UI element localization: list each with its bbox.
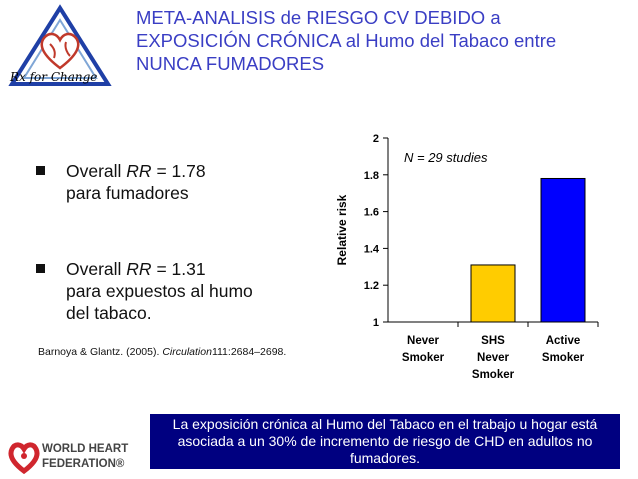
title-line-3: NUNCA FUMADORES xyxy=(136,53,325,74)
x-tick-label: SHS xyxy=(481,335,505,347)
x-tick-label: Smoker xyxy=(402,352,445,364)
bullet-text: Overall RR = 1.78 para fumadores xyxy=(66,160,306,204)
x-tick-label: Smoker xyxy=(472,369,515,381)
y-tick-label: 1.8 xyxy=(364,170,379,182)
y-tick-label: 1 xyxy=(373,317,379,329)
page-title: META-ANALISIS de RIESGO CV DEBIDO a EXPO… xyxy=(136,6,626,75)
bullet-prefix: Overall xyxy=(66,259,127,279)
bullet-rr: RR xyxy=(126,259,152,279)
world-heart-federation-icon xyxy=(8,442,40,474)
x-tick-label: Never xyxy=(477,352,509,364)
citation-authors: Barnoya & Glantz. (2005). xyxy=(38,346,163,358)
footer-logo-line-1: WORLD HEART xyxy=(42,443,129,455)
footer-logo-line-2: FEDERATION® xyxy=(42,458,125,470)
y-tick-label: 2 xyxy=(373,133,379,145)
relative-risk-chart: 1 1.2 1.4 1.6 1.8 2 Relative risk Never Smoker SH… xyxy=(335,133,599,381)
y-axis-label: Relative risk xyxy=(335,194,349,265)
citation-journal: Circulation xyxy=(162,346,212,358)
bullet-exposed: Overall RR = 1.31 para expuestos al humo … xyxy=(36,258,306,324)
heart-lines xyxy=(49,41,71,59)
y-tick-label: 1.2 xyxy=(364,280,379,292)
bar-1 xyxy=(470,264,516,323)
bullet-prefix: Overall xyxy=(66,161,127,181)
title-line-2: EXPOSICIÓN CRÓNICA al Humo del Tabaco en… xyxy=(136,30,557,51)
bullet-text: Overall RR = 1.31 para expuestos al humo … xyxy=(66,258,306,324)
y-tick-label: 1.4 xyxy=(364,243,380,255)
citation-ref: 111:2684–2698. xyxy=(211,346,287,358)
x-tick-label: Smoker xyxy=(542,352,585,364)
bullet-rest: para fumadores xyxy=(66,183,189,203)
conclusion-banner: La exposición crónica al Humo del Tabaco… xyxy=(150,414,620,469)
chart-annotation: N = 29 studies xyxy=(404,150,488,165)
title-line-1: META-ANALISIS de RIESGO CV DEBIDO a xyxy=(136,7,501,28)
bullet-rr: RR xyxy=(126,161,152,181)
bullet-smokers: Overall RR = 1.78 para fumadores xyxy=(36,160,306,204)
bar-2 xyxy=(540,177,586,323)
bullet-rest: para expuestos al humo del tabaco. xyxy=(66,281,253,323)
bullet-square-icon xyxy=(36,166,45,175)
y-tick-label: 1.6 xyxy=(364,207,379,219)
heart-icon xyxy=(40,32,80,70)
x-tick-label: Never xyxy=(407,335,439,347)
bullet-value: = 1.31 xyxy=(151,259,206,279)
x-tick-label: Active xyxy=(546,335,581,347)
logo-text: Rx for Change xyxy=(10,70,98,84)
bullet-value: = 1.78 xyxy=(151,161,206,181)
rx-for-change-logo xyxy=(8,4,112,86)
bullet-square-icon xyxy=(36,264,45,273)
citation: Barnoya & Glantz. (2005). Circulation111… xyxy=(38,346,286,358)
